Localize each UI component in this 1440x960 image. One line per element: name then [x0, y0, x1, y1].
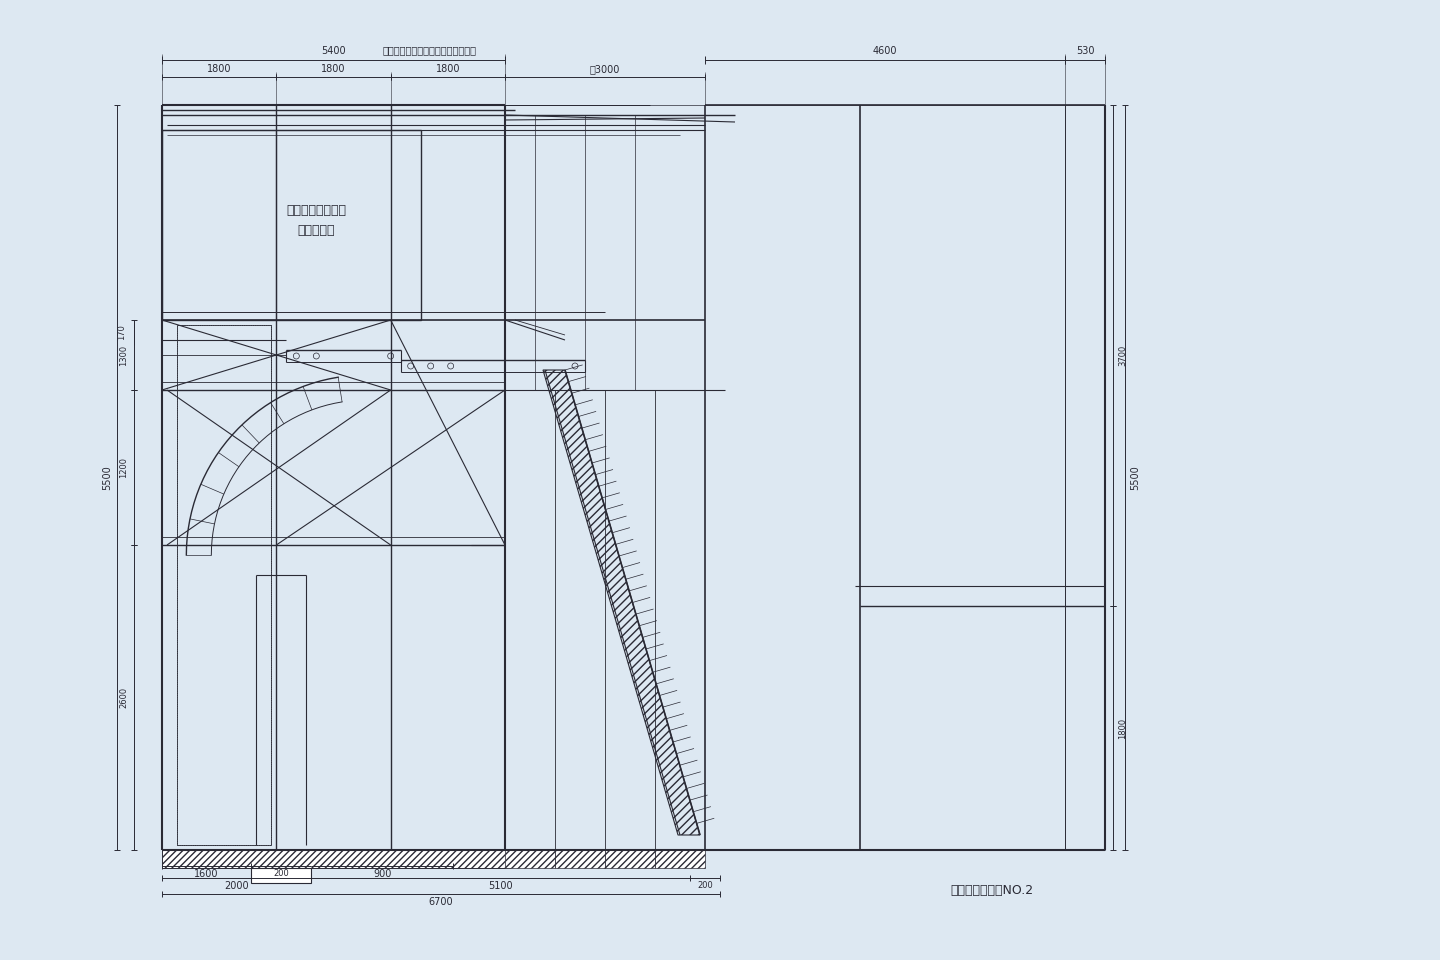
Text: 170: 170 [118, 324, 127, 340]
Text: 約3000: 約3000 [590, 64, 621, 74]
Text: 2000: 2000 [225, 881, 249, 891]
Text: 1200: 1200 [120, 457, 128, 478]
Text: 処合戦実行委員会: 処合戦実行委員会 [287, 204, 347, 217]
Text: 1800: 1800 [435, 64, 461, 74]
Text: 1800: 1800 [1119, 717, 1128, 738]
Text: 1300: 1300 [120, 345, 128, 366]
Text: 有料観覧座: 有料観覧座 [298, 224, 336, 236]
Text: 2600: 2600 [120, 687, 128, 708]
Text: 6700: 6700 [429, 897, 454, 907]
Text: 900: 900 [373, 869, 392, 879]
Text: 検討用断面図　NO.2: 検討用断面図 NO.2 [950, 883, 1032, 897]
Text: 1800: 1800 [207, 64, 232, 74]
Text: 5500: 5500 [1130, 466, 1140, 490]
Bar [177, 325, 271, 845]
Text: 200: 200 [697, 881, 713, 891]
Text: 1600: 1600 [194, 869, 219, 879]
Text: 1800: 1800 [321, 64, 346, 74]
Bar [505, 850, 706, 868]
Bar [161, 850, 510, 868]
Text: 施工例桟敷イベント応援席（図面）: 施工例桟敷イベント応援席（図面） [383, 45, 477, 55]
Text: 5100: 5100 [488, 881, 513, 891]
Text: 5500: 5500 [102, 466, 112, 490]
Text: 200: 200 [274, 870, 289, 878]
Bar [252, 868, 311, 883]
Bar [177, 325, 271, 845]
Bar [161, 130, 420, 320]
Text: 5400: 5400 [321, 46, 346, 56]
Text: 4600: 4600 [873, 46, 897, 56]
Text: 530: 530 [1076, 46, 1094, 56]
Text: 3700: 3700 [1119, 345, 1128, 366]
